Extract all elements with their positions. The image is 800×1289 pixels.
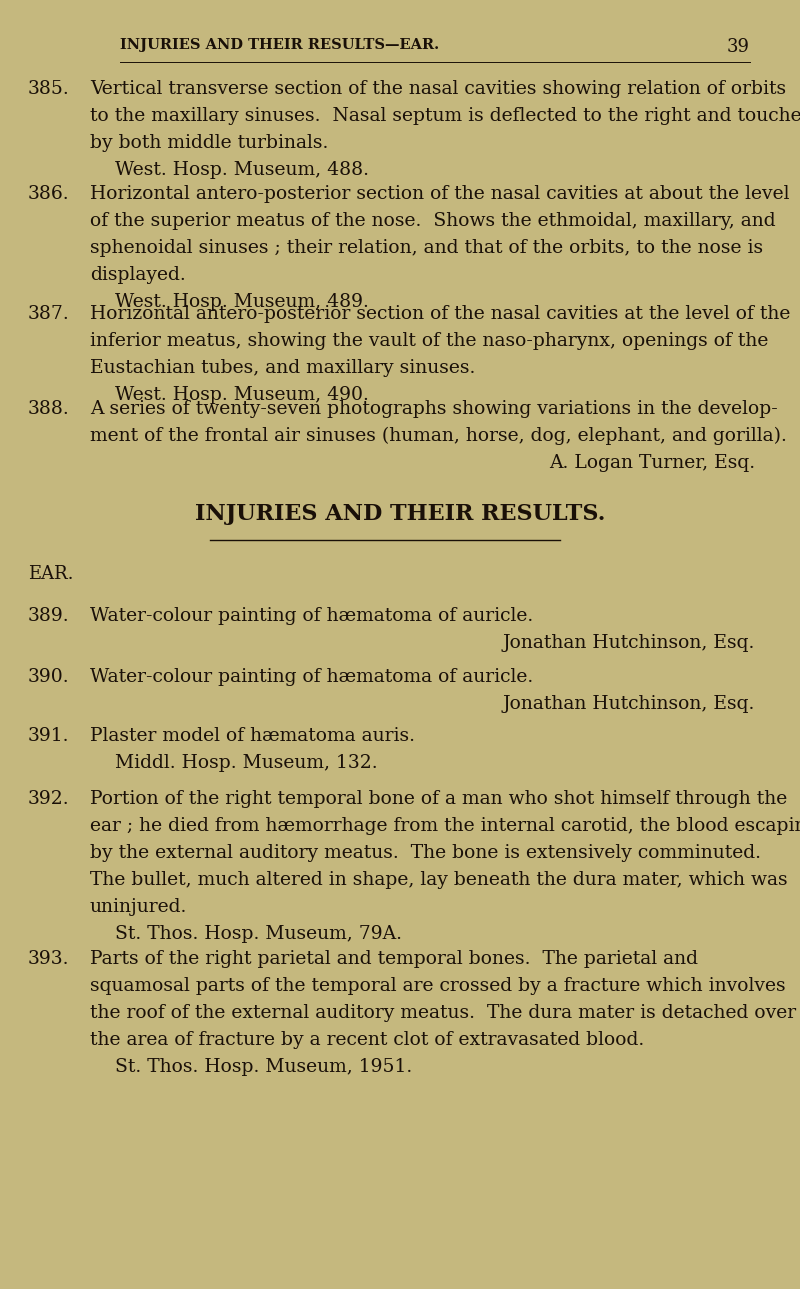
Text: 386.: 386.: [28, 186, 70, 202]
Text: 392.: 392.: [28, 790, 70, 808]
Text: squamosal parts of the temporal are crossed by a fracture which involves: squamosal parts of the temporal are cros…: [90, 977, 786, 995]
Text: ment of the frontal air sinuses (human, horse, dog, elephant, and gorilla).: ment of the frontal air sinuses (human, …: [90, 427, 787, 445]
Text: Plaster model of hæmatoma auris.: Plaster model of hæmatoma auris.: [90, 727, 415, 745]
Text: Parts of the right parietal and temporal bones.  The parietal and: Parts of the right parietal and temporal…: [90, 950, 698, 968]
Text: ear ; he died from hæmorrhage from the internal carotid, the blood escaping: ear ; he died from hæmorrhage from the i…: [90, 817, 800, 835]
Text: West. Hosp. Museum, 488.: West. Hosp. Museum, 488.: [115, 161, 369, 179]
Text: 39: 39: [727, 37, 750, 55]
Text: the roof of the external auditory meatus.  The dura mater is detached over: the roof of the external auditory meatus…: [90, 1004, 796, 1022]
Text: EAR.: EAR.: [28, 565, 74, 583]
Text: displayed.: displayed.: [90, 266, 186, 284]
Text: The bullet, much altered in shape, lay beneath the dura mater, which was: The bullet, much altered in shape, lay b…: [90, 871, 788, 889]
Text: Vertical transverse section of the nasal cavities showing relation of orbits: Vertical transverse section of the nasal…: [90, 80, 786, 98]
Text: Portion of the right temporal bone of a man who shot himself through the: Portion of the right temporal bone of a …: [90, 790, 787, 808]
Text: INJURIES AND THEIR RESULTS—EAR.: INJURIES AND THEIR RESULTS—EAR.: [120, 37, 439, 52]
Text: A series of twenty-seven photographs showing variations in the develop-: A series of twenty-seven photographs sho…: [90, 400, 778, 418]
Text: Water-colour painting of hæmatoma of auricle.: Water-colour painting of hæmatoma of aur…: [90, 607, 534, 625]
Text: West. Hosp. Museum, 490.: West. Hosp. Museum, 490.: [115, 385, 369, 403]
Text: Jonathan Hutchinson, Esq.: Jonathan Hutchinson, Esq.: [502, 695, 755, 713]
Text: 389.: 389.: [28, 607, 70, 625]
Text: 387.: 387.: [28, 305, 70, 324]
Text: Jonathan Hutchinson, Esq.: Jonathan Hutchinson, Esq.: [502, 634, 755, 652]
Text: West. Hosp. Museum, 489.: West. Hosp. Museum, 489.: [115, 293, 369, 311]
Text: uninjured.: uninjured.: [90, 898, 187, 916]
Text: Middl. Hosp. Museum, 132.: Middl. Hosp. Museum, 132.: [115, 754, 378, 772]
Text: sphenoidal sinuses ; their relation, and that of the orbits, to the nose is: sphenoidal sinuses ; their relation, and…: [90, 238, 763, 257]
Text: to the maxillary sinuses.  Nasal septum is deflected to the right and touched: to the maxillary sinuses. Nasal septum i…: [90, 107, 800, 125]
Text: the area of fracture by a recent clot of extravasated blood.: the area of fracture by a recent clot of…: [90, 1031, 644, 1049]
Text: Horizontal antero-posterior section of the nasal cavities at the level of the: Horizontal antero-posterior section of t…: [90, 305, 790, 324]
Text: St. Thos. Hosp. Museum, 79A.: St. Thos. Hosp. Museum, 79A.: [115, 926, 402, 944]
Text: inferior meatus, showing the vault of the naso-pharynx, openings of the: inferior meatus, showing the vault of th…: [90, 333, 768, 351]
Text: Horizontal antero-posterior section of the nasal cavities at about the level: Horizontal antero-posterior section of t…: [90, 186, 790, 202]
Text: 385.: 385.: [28, 80, 70, 98]
Text: INJURIES AND THEIR RESULTS.: INJURIES AND THEIR RESULTS.: [195, 503, 605, 525]
Text: 390.: 390.: [28, 668, 70, 686]
Text: St. Thos. Hosp. Museum, 1951.: St. Thos. Hosp. Museum, 1951.: [115, 1058, 412, 1076]
Text: 393.: 393.: [28, 950, 70, 968]
Text: 388.: 388.: [28, 400, 70, 418]
Text: A. Logan Turner, Esq.: A. Logan Turner, Esq.: [549, 454, 755, 472]
Text: by the external auditory meatus.  The bone is extensively comminuted.: by the external auditory meatus. The bon…: [90, 844, 761, 862]
Text: of the superior meatus of the nose.  Shows the ethmoidal, maxillary, and: of the superior meatus of the nose. Show…: [90, 211, 776, 229]
Text: 391.: 391.: [28, 727, 70, 745]
Text: Water-colour painting of hæmatoma of auricle.: Water-colour painting of hæmatoma of aur…: [90, 668, 534, 686]
Text: by both middle turbinals.: by both middle turbinals.: [90, 134, 328, 152]
Text: Eustachian tubes, and maxillary sinuses.: Eustachian tubes, and maxillary sinuses.: [90, 360, 475, 376]
